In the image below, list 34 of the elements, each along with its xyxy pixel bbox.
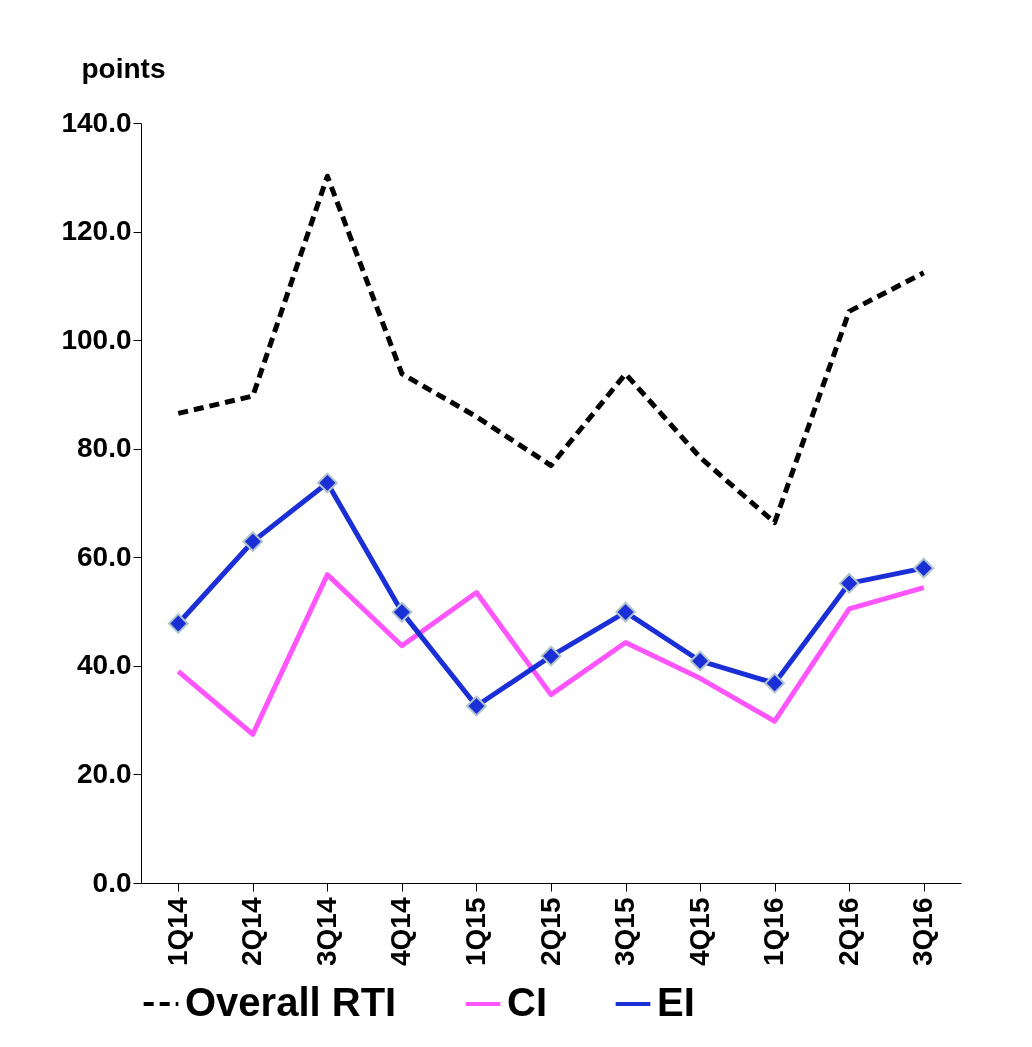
x-tick-label: 2Q15 [534,897,566,966]
x-tick-label: 1Q16 [758,897,790,966]
point [689,650,711,672]
legend-label: CI [507,980,547,1024]
point [317,472,338,494]
legend-label: Overall RTI [185,980,397,1024]
point [540,645,562,667]
point [913,557,935,579]
y-tick-label: 80.0 [77,432,132,464]
y-tick-label: 140.0 [61,106,132,138]
point [391,601,413,623]
legend-label: EI [657,980,695,1024]
x-tick-label: 2Q14 [236,897,268,966]
y-tick-label: 20.0 [77,757,132,789]
x-tick-label: 1Q15 [459,897,491,966]
point [242,531,264,552]
y-axis-title: points [81,52,166,84]
y-tick-label: 60.0 [77,540,132,572]
y-tick-label: 0.0 [92,866,132,898]
point [764,672,785,694]
x-tick-label: 3Q14 [310,897,342,966]
x-tick-label: 3Q16 [907,897,939,966]
y-tick-label: 40.0 [77,649,132,681]
x-tick-label: 4Q14 [385,897,417,966]
x-tick-label: 3Q15 [609,897,641,966]
point [838,572,860,594]
point [466,695,487,717]
y-tick-label: 120.0 [61,215,132,247]
point [167,613,189,634]
point [615,601,636,623]
x-tick-label: 2Q16 [832,897,864,966]
y-tick-label: 100.0 [61,323,132,355]
x-tick-label: 1Q14 [161,897,193,966]
x-tick-label: 4Q15 [683,897,715,966]
